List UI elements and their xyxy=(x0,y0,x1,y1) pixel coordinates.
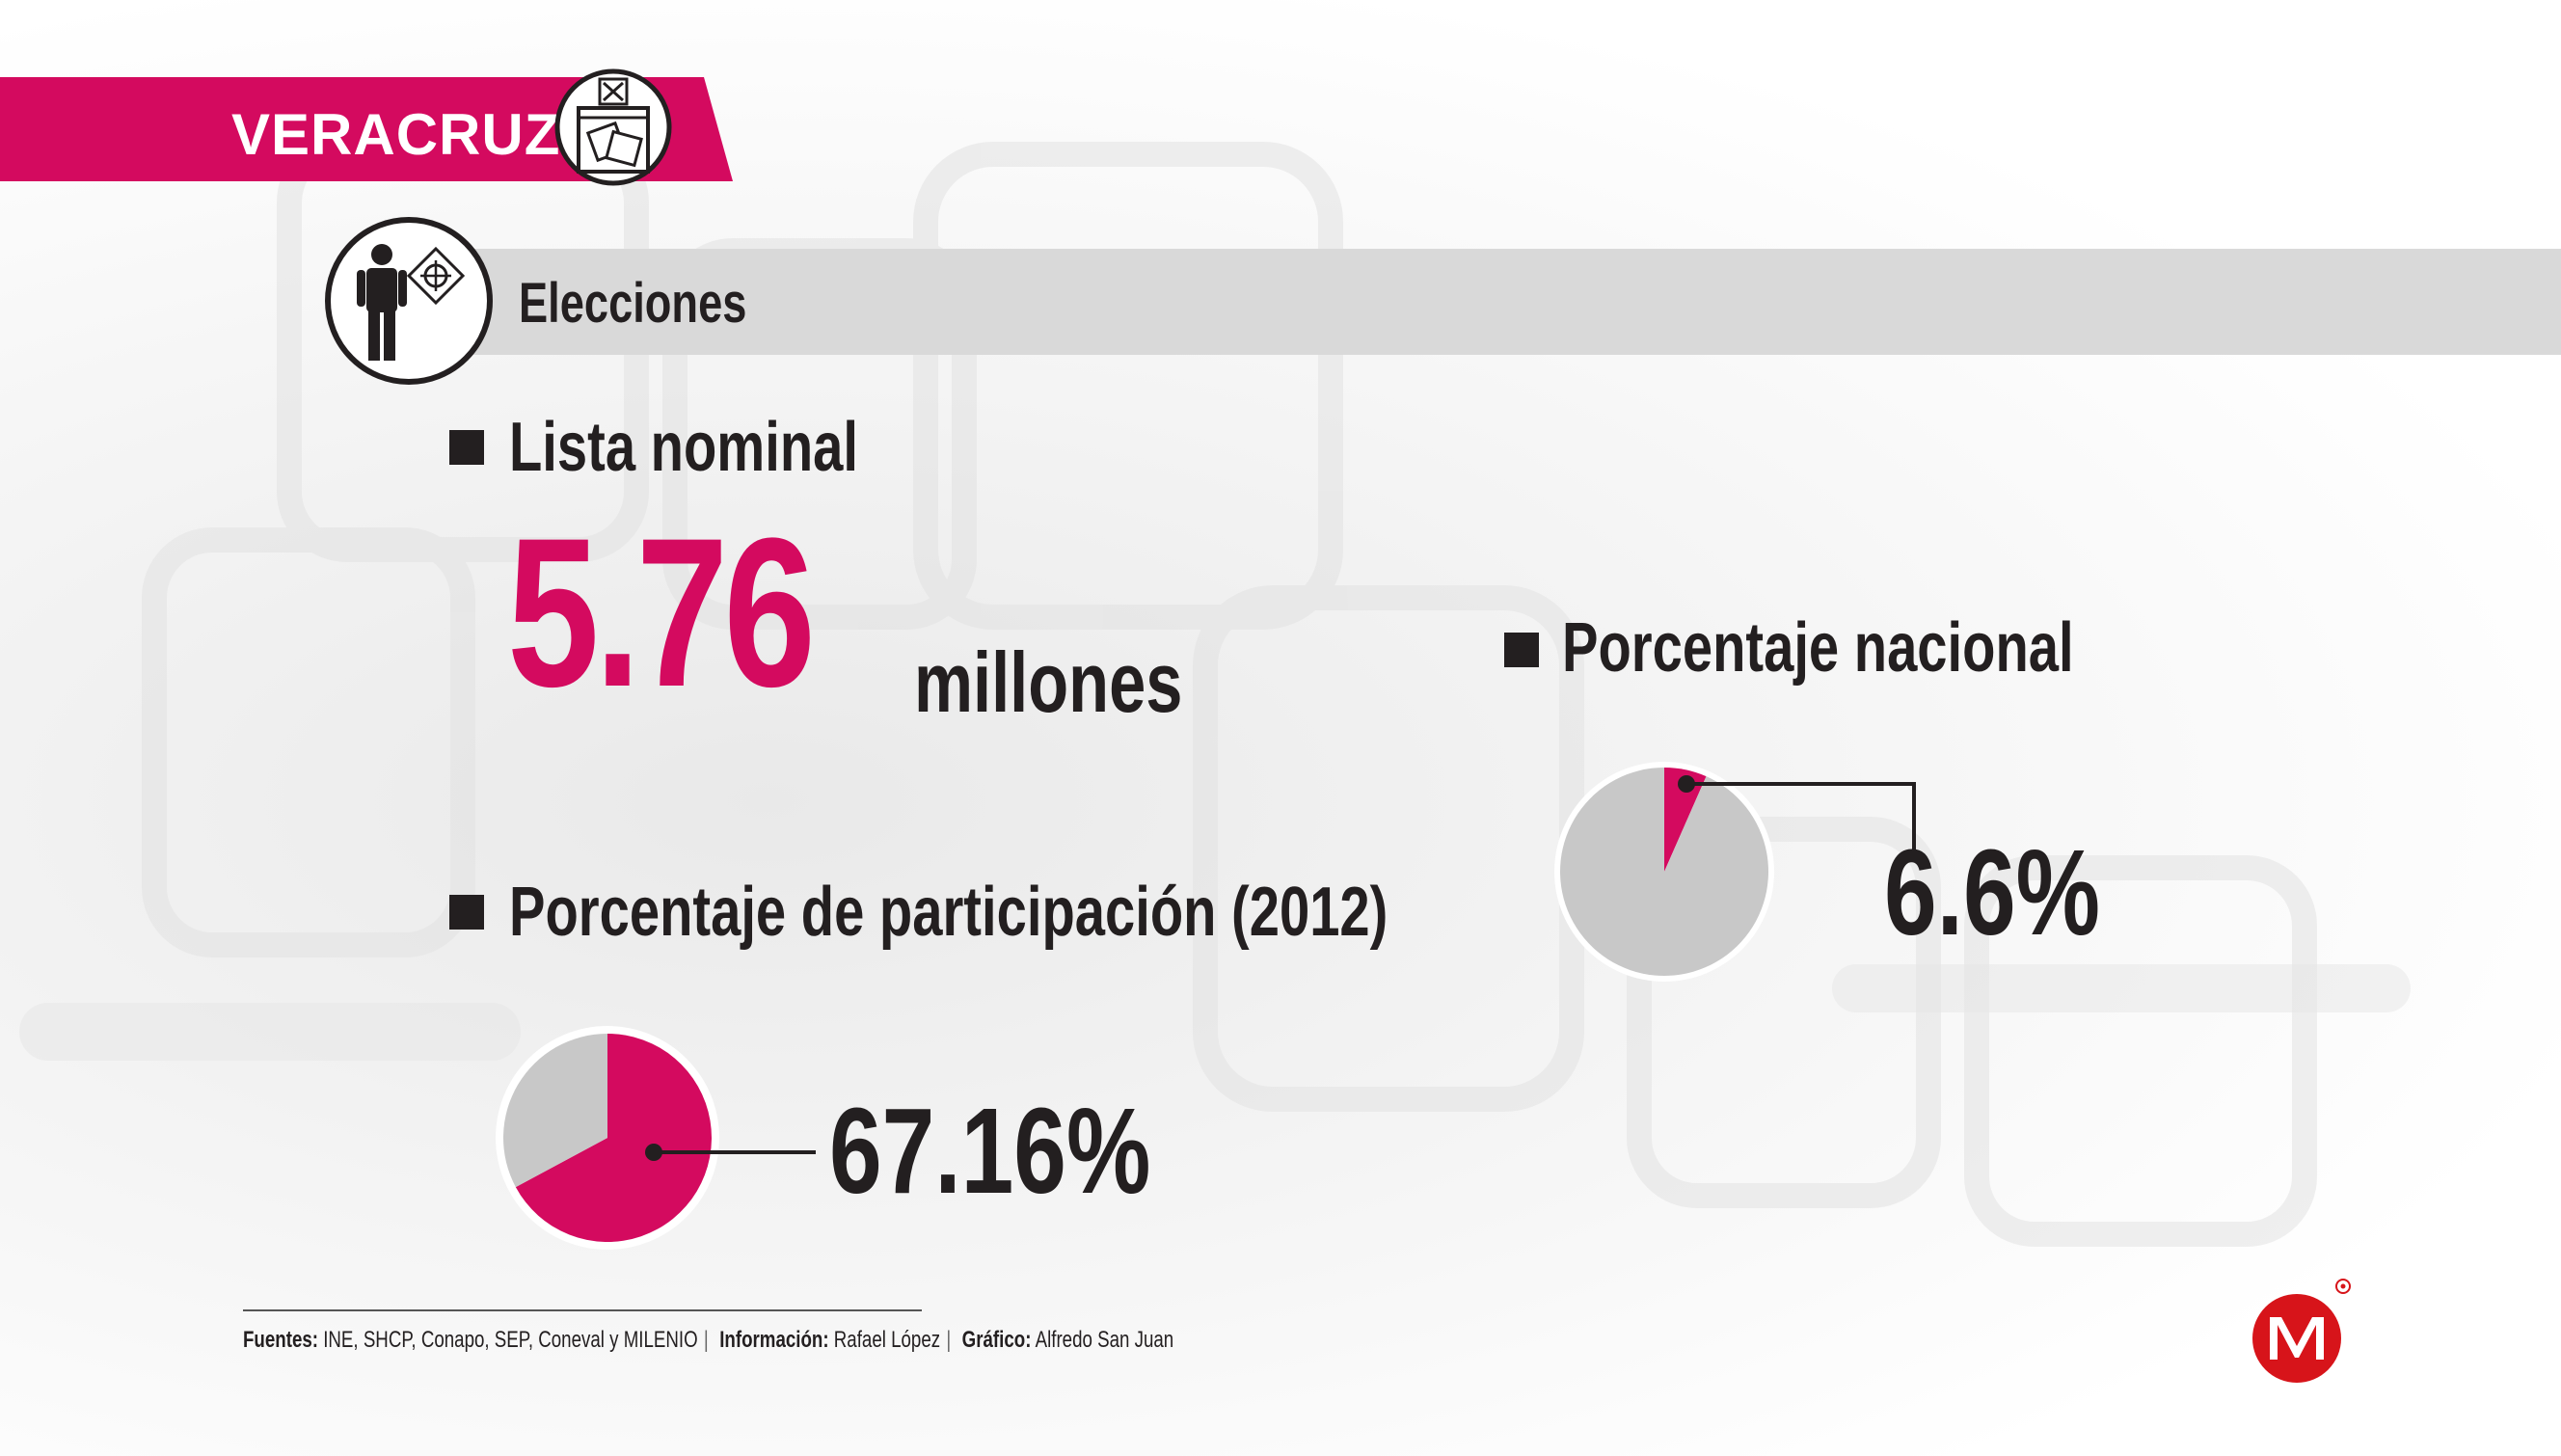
participacion-data-label: 67.16% xyxy=(829,1083,1151,1219)
pie-slice-participación xyxy=(515,1034,712,1242)
graphic-text: Alfredo San Juan xyxy=(1035,1327,1174,1353)
sources-label: Fuentes: xyxy=(243,1327,319,1353)
footer-divider xyxy=(243,1309,922,1311)
lista-nominal-value: 5.76 xyxy=(507,494,816,731)
footer-credits: Fuentes: INE, SHCP, Conapo, SEP, Coneval… xyxy=(243,1327,1174,1353)
state-name: VERACRUZ xyxy=(231,102,561,167)
info-text: Rafael López xyxy=(833,1327,941,1353)
section-title: Elecciones xyxy=(519,272,747,335)
pie-slice-resto xyxy=(502,1034,607,1188)
state-banner xyxy=(0,77,733,181)
nacional-data-label: 6.6% xyxy=(1884,824,2101,960)
lista-nominal-unit: millones xyxy=(914,634,1183,730)
voter-icon xyxy=(325,217,493,385)
label-lista-nominal: Lista nominal xyxy=(509,409,858,486)
bullet-nacional xyxy=(1504,633,1539,667)
pie-slice-veracruz xyxy=(1664,768,1707,872)
label-participacion: Porcentaje de participación (2012) xyxy=(509,874,1388,951)
label-nacional: Porcentaje nacional xyxy=(1562,609,2074,687)
pie-chart-nacional xyxy=(1554,762,1774,982)
bullet-participacion xyxy=(449,895,484,930)
info-label: Información: xyxy=(719,1327,829,1353)
pie-chart-participacion xyxy=(496,1026,719,1250)
bullet-lista-nominal xyxy=(449,430,484,465)
section-bar xyxy=(415,249,2561,355)
milenio-logo xyxy=(2252,1279,2351,1383)
pie-slice-resto xyxy=(1560,768,1769,976)
graphic-label: Gráfico: xyxy=(961,1327,1032,1353)
sources-text: INE, SHCP, Conapo, SEP, Coneval y MILENI… xyxy=(323,1327,698,1353)
leader-line-participacion xyxy=(645,1144,816,1161)
ballot-box-icon xyxy=(554,68,672,186)
leader-line-nacional xyxy=(1678,775,1916,853)
